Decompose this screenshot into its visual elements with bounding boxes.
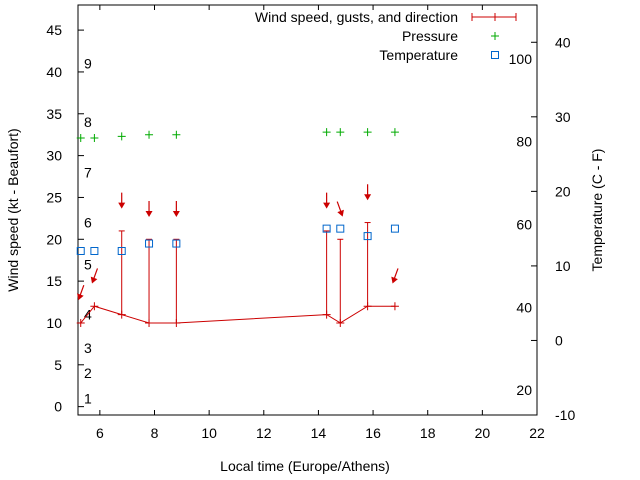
pressure-point [145, 130, 154, 139]
wind-direction-arrow [391, 268, 399, 284]
y-tick-label: 15 [46, 273, 62, 289]
wind-speed-point [76, 318, 85, 327]
wind-arrow-head [391, 276, 398, 284]
y-tick-label: 10 [46, 315, 62, 331]
pressure-point [172, 130, 181, 139]
fahrenheit-label: 20 [516, 382, 532, 398]
x-tick-label: 16 [365, 425, 381, 441]
wind-direction-arrow [336, 201, 344, 217]
data-layer [76, 128, 399, 327]
celsius-tick-label: 10 [555, 258, 571, 274]
wind-arrow-head [323, 202, 331, 209]
beaufort-label: 9 [84, 56, 92, 72]
pressure-point [76, 134, 85, 143]
x-axis-label: Local time (Europe/Athens) [220, 458, 390, 474]
beaufort-label: 7 [84, 164, 92, 180]
legend-label-wind: Wind speed, gusts, and direction [255, 9, 458, 25]
y-tick-label: 0 [54, 399, 62, 415]
x-tick-label: 14 [311, 425, 327, 441]
celsius-tick-label: 20 [555, 183, 571, 199]
wind-arrow-head [90, 276, 98, 284]
wind-arrow-head [337, 209, 344, 217]
axes-layer: 6 8 10 12 14 16 18 20 22051015202530354045123456… [46, 4, 575, 441]
pressure-point [117, 132, 126, 141]
temperature-point [76, 247, 85, 255]
x-tick-label: 20 [475, 425, 491, 441]
y-axis-label-left: Wind speed (kt - Beaufort) [5, 128, 21, 291]
temperature-point [322, 224, 331, 233]
beaufort-label: 1 [84, 390, 92, 406]
pressure-point [336, 128, 345, 137]
wind-arrow-head [118, 202, 126, 209]
fahrenheit-label: 80 [516, 134, 532, 150]
temperature-point [390, 224, 399, 233]
plot-frame [77, 4, 538, 416]
temperature-point [90, 247, 99, 255]
wind-arrow-head [172, 211, 180, 217]
temperature-point [172, 239, 181, 248]
celsius-tick-label: 40 [555, 34, 571, 50]
legend-label-temperature: Temperature [379, 47, 458, 63]
beaufort-label: 5 [84, 256, 92, 272]
beaufort-label: 8 [84, 114, 92, 130]
legend-label-pressure: Pressure [402, 28, 458, 44]
wind-speed-point [90, 302, 99, 311]
y-tick-label: 20 [46, 231, 62, 247]
temperature-point [145, 239, 154, 248]
wind-direction-arrow [364, 184, 372, 201]
wind-direction-arrow [77, 285, 85, 301]
wind-direction-arrow [172, 201, 180, 217]
temperature-point [117, 247, 126, 255]
x-tick-label: 12 [256, 425, 272, 441]
temperature-point [363, 232, 372, 241]
x-tick-label: 22 [529, 425, 545, 441]
pressure-point [322, 128, 331, 137]
y-axis-label-right: Temperature (C - F) [589, 149, 605, 272]
pressure-point [390, 128, 399, 137]
pressure-point [363, 128, 372, 137]
wind-arrow-head [145, 211, 153, 217]
legend-sample-wind-point [491, 13, 499, 21]
wind-direction-arrow [145, 201, 153, 217]
pressure-point [90, 134, 99, 143]
wind-direction-arrow [118, 192, 126, 209]
y-tick-label: 5 [54, 357, 62, 373]
celsius-tick-label: 30 [555, 109, 571, 125]
beaufort-label: 6 [84, 215, 92, 231]
y-tick-label: 45 [46, 22, 62, 38]
legend-sample-temperature [491, 51, 499, 59]
y-tick-label: 30 [46, 148, 62, 164]
legend-sample-pressure [491, 32, 499, 40]
x-tick-label: 8 [151, 425, 159, 441]
wind-arrow-head [77, 293, 84, 301]
x-tick-label: 18 [420, 425, 436, 441]
y-tick-label: 25 [46, 189, 62, 205]
fahrenheit-label: 40 [516, 299, 532, 315]
wind-direction-arrow [90, 268, 99, 284]
wind-direction-arrow [323, 192, 331, 209]
temperature-point [336, 224, 345, 233]
wind-arrow-head [364, 194, 372, 201]
y-tick-label: 35 [46, 106, 62, 122]
celsius-tick-label: -10 [555, 407, 575, 423]
fahrenheit-label: 60 [516, 216, 532, 232]
x-tick-label: 6 [96, 425, 104, 441]
y-tick-label: 40 [46, 64, 62, 80]
wind-speed-point [390, 302, 399, 311]
beaufort-label: 3 [84, 340, 92, 356]
celsius-tick-label: 0 [555, 332, 563, 348]
x-tick-label: 10 [201, 425, 217, 441]
legend: Wind speed, gusts, and direction Pressure… [255, 9, 517, 63]
wind-speed-line [80, 305, 395, 324]
fahrenheit-label: 100 [509, 51, 533, 67]
beaufort-label: 2 [84, 365, 92, 381]
